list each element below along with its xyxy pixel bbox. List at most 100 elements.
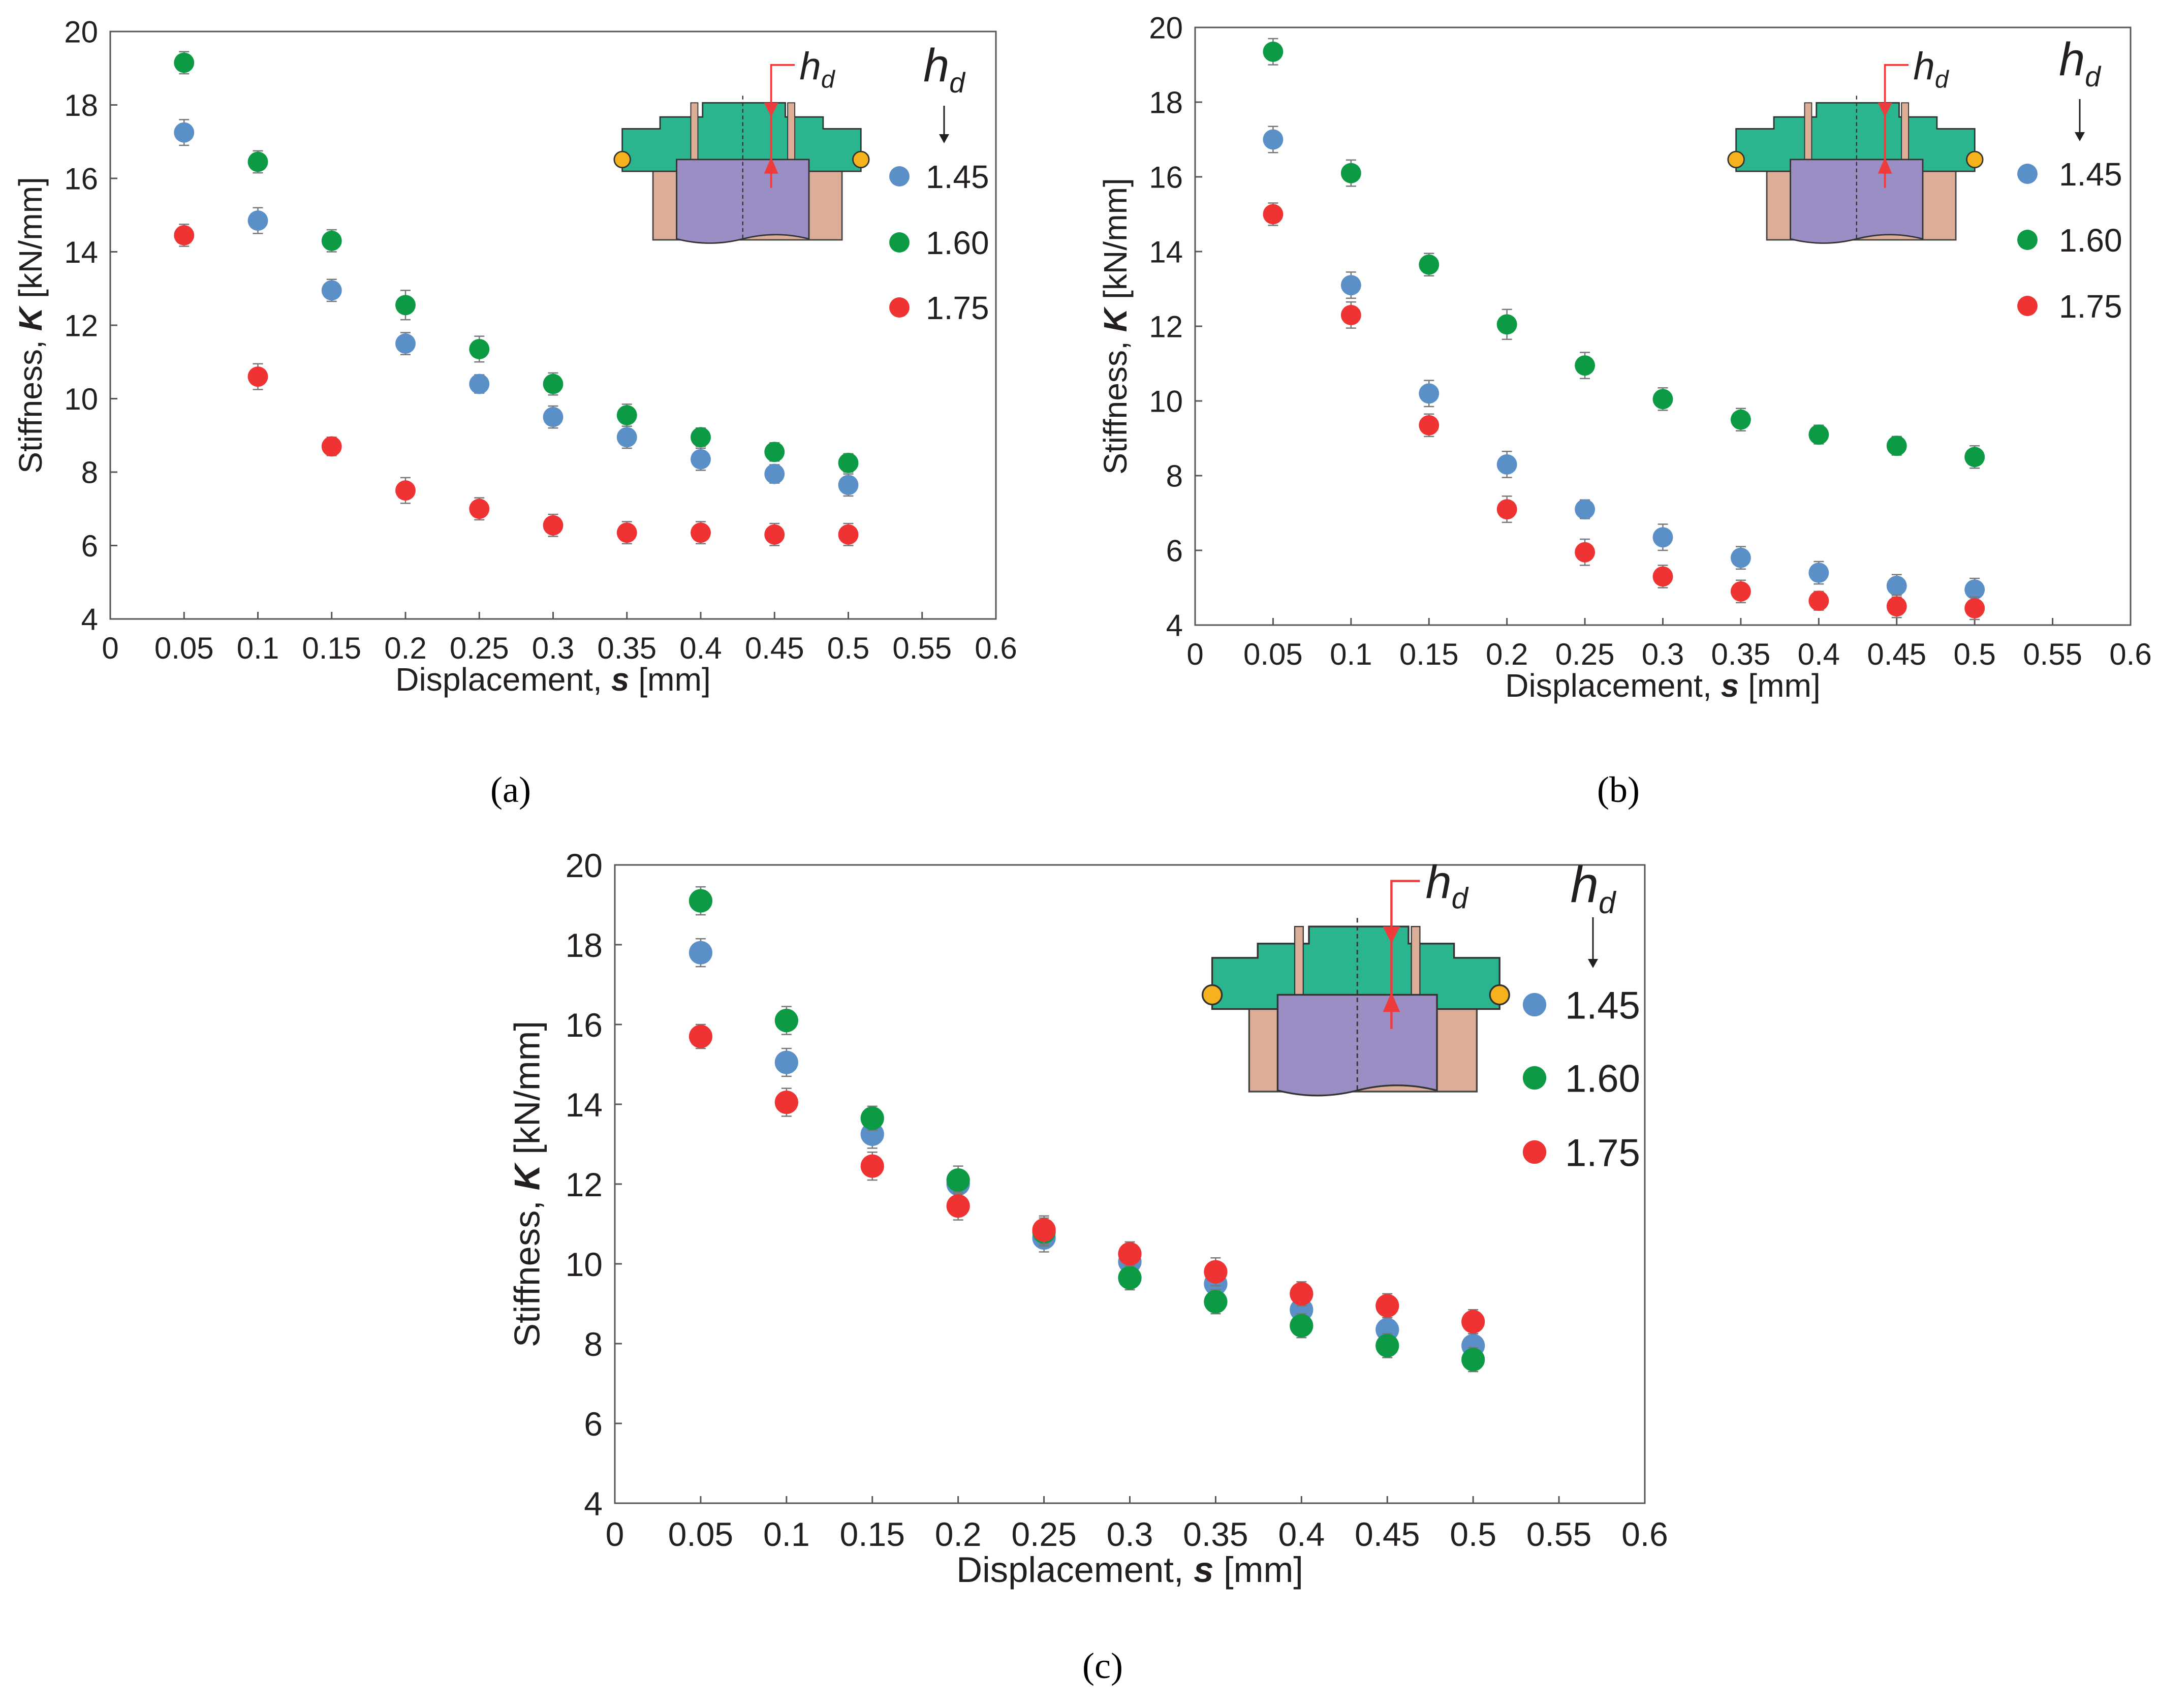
legend-label-1.75: 1.75 [926, 290, 989, 326]
data-point-1.60 [1808, 424, 1829, 445]
data-point-1.45 [1575, 499, 1596, 520]
data-point-1.75 [247, 366, 268, 387]
legend-label-1.60: 1.60 [926, 225, 989, 261]
oring-left-icon [613, 150, 631, 169]
oring-right-icon [852, 150, 870, 169]
y-tick-label: 14 [566, 1086, 603, 1124]
hd-arrow-up-icon [1383, 992, 1400, 1012]
data-point-1.60 [1652, 389, 1673, 410]
data-point-1.45 [395, 333, 416, 354]
x-tick-label: 0.1 [1330, 637, 1372, 671]
legend-title: hd [923, 40, 966, 99]
x-tick-label: 0.55 [1526, 1515, 1591, 1553]
x-axis-label-unit: [mm] [629, 661, 710, 698]
oring-right-icon [1489, 984, 1510, 1006]
y-tick-label: 10 [1149, 385, 1183, 419]
x-tick-label: 0.3 [532, 631, 574, 665]
data-point-1.75 [1290, 1282, 1313, 1306]
oring-left-icon [1201, 984, 1223, 1006]
x-axis-label-prefix: Displacement, [395, 661, 611, 698]
inset-hd-sub: d [1452, 882, 1469, 915]
data-point-1.75 [1730, 581, 1751, 602]
data-point-1.75 [469, 499, 490, 519]
x-axis-label-var: s [1194, 1549, 1213, 1590]
y-tick-label: 14 [64, 235, 98, 269]
data-point-1.75 [838, 524, 859, 545]
x-tick-label: 0.1 [237, 631, 279, 665]
data-point-1.60 [543, 374, 564, 394]
data-point-1.60 [1964, 447, 1985, 468]
data-point-1.45 [1263, 129, 1284, 150]
slot-right [787, 102, 796, 165]
data-point-1.45 [774, 1050, 798, 1074]
y-tick-label: 8 [81, 456, 98, 490]
y-tick-label: 16 [64, 162, 98, 196]
y-tick-label: 18 [1149, 86, 1183, 120]
data-point-1.75 [774, 1090, 798, 1114]
chart-panel-b: 0 0.05 0.1 0.15 0.2 0.25 0.3 0.35 0.4 0.45 0.5 0.55… [1097, 11, 2152, 810]
y-axis-label-prefix: Stiffness, [1097, 332, 1134, 475]
cross-section-inset: hd [1727, 45, 1984, 244]
data-point-1.75 [616, 522, 637, 543]
x-tick-label: 0 [606, 1515, 624, 1553]
hd-arrow-line [770, 64, 795, 188]
legend-arrow-down-icon [939, 134, 949, 143]
y-tick-label: 20 [64, 15, 98, 49]
y-axis-label-unit: [kN/mm] [1097, 178, 1134, 308]
y-axis-label-var: K [1097, 306, 1134, 332]
data-point-1.75 [1375, 1294, 1399, 1318]
x-tick-label: 0.35 [1711, 637, 1771, 671]
data-point-1.45 [1340, 275, 1361, 296]
y-tick-label: 12 [566, 1166, 603, 1203]
x-tick-label: 0.1 [763, 1515, 810, 1553]
y-tick-label: 6 [1166, 534, 1183, 568]
data-point-1.45 [1886, 575, 1907, 596]
slot-left [690, 102, 699, 165]
insert-shape [1276, 993, 1438, 1097]
data-point-1.60 [395, 295, 416, 316]
data-point-1.60 [247, 151, 268, 172]
data-point-1.75 [1419, 415, 1440, 436]
legend-title-sub: d [1599, 886, 1616, 920]
x-tick-label: 0.6 [975, 631, 1017, 665]
legend-label-1.60: 1.60 [2059, 222, 2122, 259]
data-point-1.60 [1730, 409, 1751, 430]
panel-caption: (a) [490, 769, 531, 810]
data-point-1.75 [1575, 542, 1596, 563]
data-point-1.45 [247, 210, 268, 231]
x-tick-label: 0.25 [450, 631, 509, 665]
y-axis-label: Stiffness, K [kN/mm] [1097, 178, 1134, 475]
slot-left [1294, 926, 1304, 1001]
data-point-1.45 [174, 122, 195, 143]
data-point-1.75 [1340, 305, 1361, 325]
data-point-1.60 [174, 52, 195, 73]
legend-title: hd [1571, 856, 1617, 920]
legend-marker-1.45 [889, 166, 910, 187]
x-tick-label: 0.6 [1621, 1515, 1668, 1553]
y-tick-label: 18 [566, 926, 603, 964]
hd-arrow-up-icon [1878, 157, 1892, 174]
y-tick-label: 4 [1166, 609, 1183, 643]
x-tick-label: 0.15 [1399, 637, 1459, 671]
data-point-1.60 [1575, 355, 1596, 376]
x-tick-label: 0.5 [827, 631, 869, 665]
data-point-1.60 [1496, 314, 1517, 335]
data-point-1.60 [774, 1009, 798, 1033]
y-tick-label: 4 [81, 603, 98, 637]
insert-shape [1790, 159, 1924, 244]
data-point-1.75 [321, 436, 342, 457]
data-point-1.75 [1496, 499, 1517, 520]
data-point-1.75 [691, 522, 711, 543]
x-tick-label: 0.2 [935, 1515, 982, 1553]
data-point-1.45 [616, 427, 637, 448]
data-point-1.45 [689, 941, 713, 965]
hd-arrow-down-icon [764, 103, 778, 117]
x-axis-label: Displacement, s [mm] [1505, 667, 1821, 704]
data-point-1.75 [1118, 1242, 1142, 1266]
data-point-1.75 [1808, 591, 1829, 611]
y-tick-label: 18 [64, 88, 98, 122]
y-tick-label: 6 [584, 1405, 603, 1443]
x-axis-label-prefix: Displacement, [956, 1549, 1194, 1590]
y-axis-label-prefix: Stiffness, [507, 1190, 547, 1347]
hd-arrow-up-icon [764, 157, 778, 174]
